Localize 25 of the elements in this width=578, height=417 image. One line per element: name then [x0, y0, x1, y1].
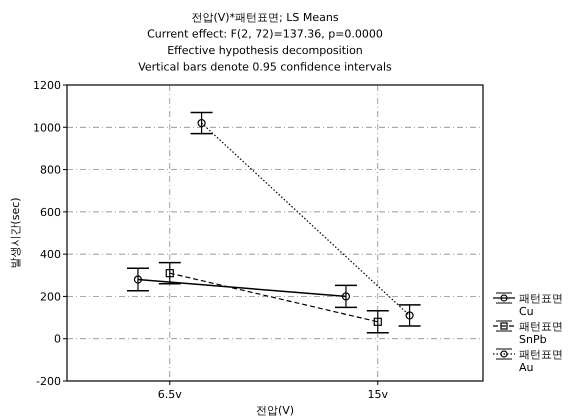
chart-title: 전압(V)*패턴표면; LS Means [191, 11, 339, 24]
x-tick-label: 6.5v [158, 388, 182, 401]
y-tick-label: 600 [40, 206, 61, 219]
point [374, 318, 382, 326]
y-tick-label: 400 [40, 248, 61, 262]
point [405, 311, 414, 320]
point [134, 275, 142, 284]
text: Vertical bars denote 0.95 confidence intervals [138, 60, 392, 74]
point [197, 118, 206, 128]
legend-label: 패턴표면 Cu [519, 292, 563, 318]
chart-subtitle: Current effect: F(2, 72)=137.36, p=0.0000 [147, 28, 383, 40]
text: Effective hypothesis decomposition [167, 44, 363, 57]
legend-label: 패턴표면 Au [519, 348, 563, 374]
y-tick-label: 800 [40, 164, 61, 177]
legend-label: 패턴표면 SnPb [519, 320, 563, 346]
y-tick-label: 0 [54, 332, 61, 346]
x-axis-title: 전압(V) [256, 404, 294, 417]
y-tick-label: -200 [36, 375, 61, 388]
y-tick-label: 1000 [33, 121, 61, 134]
point [166, 269, 174, 278]
y-tick-label: 200 [40, 290, 61, 304]
y-axis-title: 발생시간(sec) [9, 197, 22, 269]
x-tick-label: 15v [368, 388, 389, 401]
y-tick-label: 1200 [33, 79, 61, 92]
point [342, 292, 350, 301]
